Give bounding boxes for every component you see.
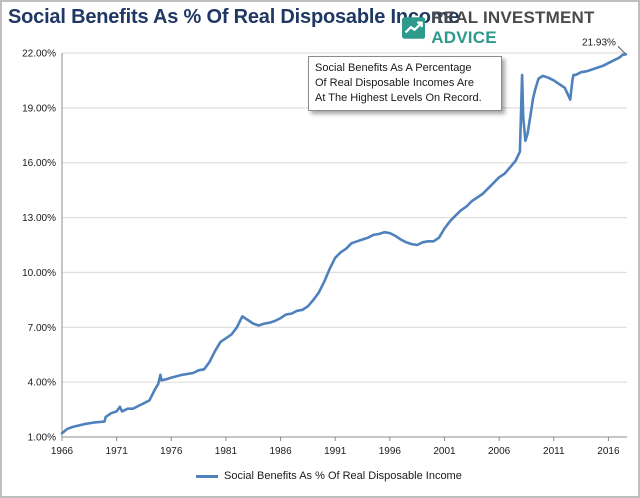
brand-name: REAL INVESTMENT ADVICE	[431, 8, 640, 48]
x-tick-label: 1991	[324, 446, 347, 457]
x-tick-label: 2011	[543, 446, 565, 457]
series-line	[60, 52, 628, 435]
legend-label: Social Benefits As % Of Real Disposable …	[224, 470, 462, 482]
y-tick-label: 7.00%	[28, 323, 56, 334]
y-tick-label: 13.00%	[22, 213, 56, 224]
annotation-line: Of Real Disposable Incomes Are	[315, 77, 474, 89]
x-tick-label: 2001	[433, 446, 456, 457]
x-tick-label: 1966	[51, 446, 74, 457]
x-tick-label: 2006	[488, 446, 511, 457]
chart-legend: Social Benefits As % Of Real Disposable …	[196, 470, 462, 482]
y-tick-label: 16.00%	[22, 158, 56, 169]
x-tick-label: 1971	[106, 446, 129, 457]
y-tick-label: 1.00%	[28, 433, 56, 444]
brand-logo: REAL INVESTMENT ADVICE	[402, 8, 640, 48]
y-tick-label: 10.00%	[22, 268, 56, 279]
y-tick-label: 22.00%	[22, 49, 56, 60]
annotation-line: Social Benefits As A Percentage	[315, 62, 472, 74]
brand-name-accent: ADVICE	[431, 28, 497, 47]
x-tick-label: 1986	[269, 446, 292, 457]
annotation-line: At The Highest Levels On Record.	[315, 92, 482, 104]
y-tick-label: 19.00%	[22, 103, 56, 114]
y-tick-label: 4.00%	[28, 378, 56, 389]
x-tick-label: 1976	[160, 446, 183, 457]
x-tick-label: 1996	[379, 446, 402, 457]
annotation-box: Social Benefits As A Percentage Of Real …	[308, 56, 502, 111]
brand-name-main: REAL INVESTMENT	[431, 8, 595, 27]
legend-swatch	[196, 474, 218, 478]
chart-title: Social Benefits As % Of Real Disposable …	[8, 6, 460, 28]
x-tick-label: 1981	[215, 446, 238, 457]
brand-logo-icon	[402, 17, 426, 39]
x-tick-label: 2016	[597, 446, 620, 457]
last-value-leader	[617, 45, 626, 54]
last-value-label: 21.93%	[582, 37, 616, 48]
